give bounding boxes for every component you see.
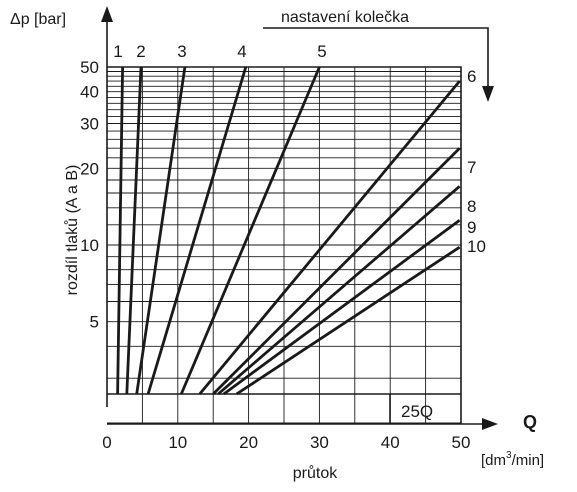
y-axis-symbol: Δp [bar] [10, 11, 66, 28]
series-line-1 [116, 66, 124, 395]
legend-bracket-line [263, 27, 489, 86]
x-axis-unit: [dm3/min] [481, 450, 544, 469]
series-label-10: 10 [467, 237, 486, 256]
series-label-5: 5 [317, 42, 326, 61]
series-label-3: 3 [177, 42, 186, 61]
x-axis-unit-prefix: [dm [481, 452, 506, 469]
series-label-6: 6 [467, 67, 476, 86]
legend-arrow-icon [482, 86, 494, 102]
series-label-2: 2 [136, 42, 145, 61]
x-axis-arrow-icon [482, 418, 498, 430]
x-tick-label: 40 [381, 433, 400, 452]
y-tick-label: 5 [90, 313, 99, 332]
y-tick-label: 50 [80, 58, 99, 77]
x-tick-label: 20 [239, 433, 258, 452]
tick-labels: 0 10 20 30 40 50 5 10 20 30 40 50 [80, 58, 470, 452]
base-band [107, 393, 461, 424]
series-label-9: 9 [467, 218, 476, 237]
series-line-9 [222, 219, 461, 396]
x-axis-title: průtok [293, 464, 338, 482]
grid [107, 66, 462, 424]
chart-labels: Δp [bar] rozdíl tlaků (A a B) nastavení … [10, 9, 544, 482]
x-axis-symbol: Q [523, 412, 537, 432]
series-line-3 [135, 66, 187, 395]
series-line-5 [180, 66, 321, 395]
x-tick-label: 0 [102, 433, 111, 452]
series-line-10 [235, 246, 461, 396]
y-tick-label: 10 [80, 236, 99, 255]
y-tick-label: 40 [80, 83, 99, 102]
x-axis-unit-sup: 3 [506, 450, 512, 461]
x-axis-unit-suffix: /min] [512, 452, 545, 469]
series-line-7 [212, 147, 461, 395]
y-axis-title: rozdíl tlaků (A a B) [63, 165, 81, 296]
x-tick-label: 30 [310, 433, 329, 452]
axes [101, 6, 498, 430]
y-tick-label: 20 [80, 159, 99, 178]
x-tick-label: 10 [168, 433, 187, 452]
model-box-label: 25Q [401, 402, 433, 421]
series-label-4: 4 [237, 42, 246, 61]
series-line-6 [198, 80, 461, 395]
y-axis-arrow-icon [101, 6, 113, 22]
series-lines: 1 2 3 4 5 6 7 8 910 [113, 42, 486, 396]
series-line-2 [125, 66, 143, 395]
plot-frame [107, 66, 462, 424]
x-tick-label: 50 [452, 433, 471, 452]
series-label-7: 7 [467, 158, 476, 177]
series-line-8 [217, 185, 461, 396]
series-line-4 [146, 66, 248, 395]
legend-title: nastavení kolečka [281, 9, 409, 26]
y-tick-label: 30 [80, 115, 99, 134]
series-label-1: 1 [113, 42, 122, 61]
series-label-8: 8 [467, 197, 476, 216]
